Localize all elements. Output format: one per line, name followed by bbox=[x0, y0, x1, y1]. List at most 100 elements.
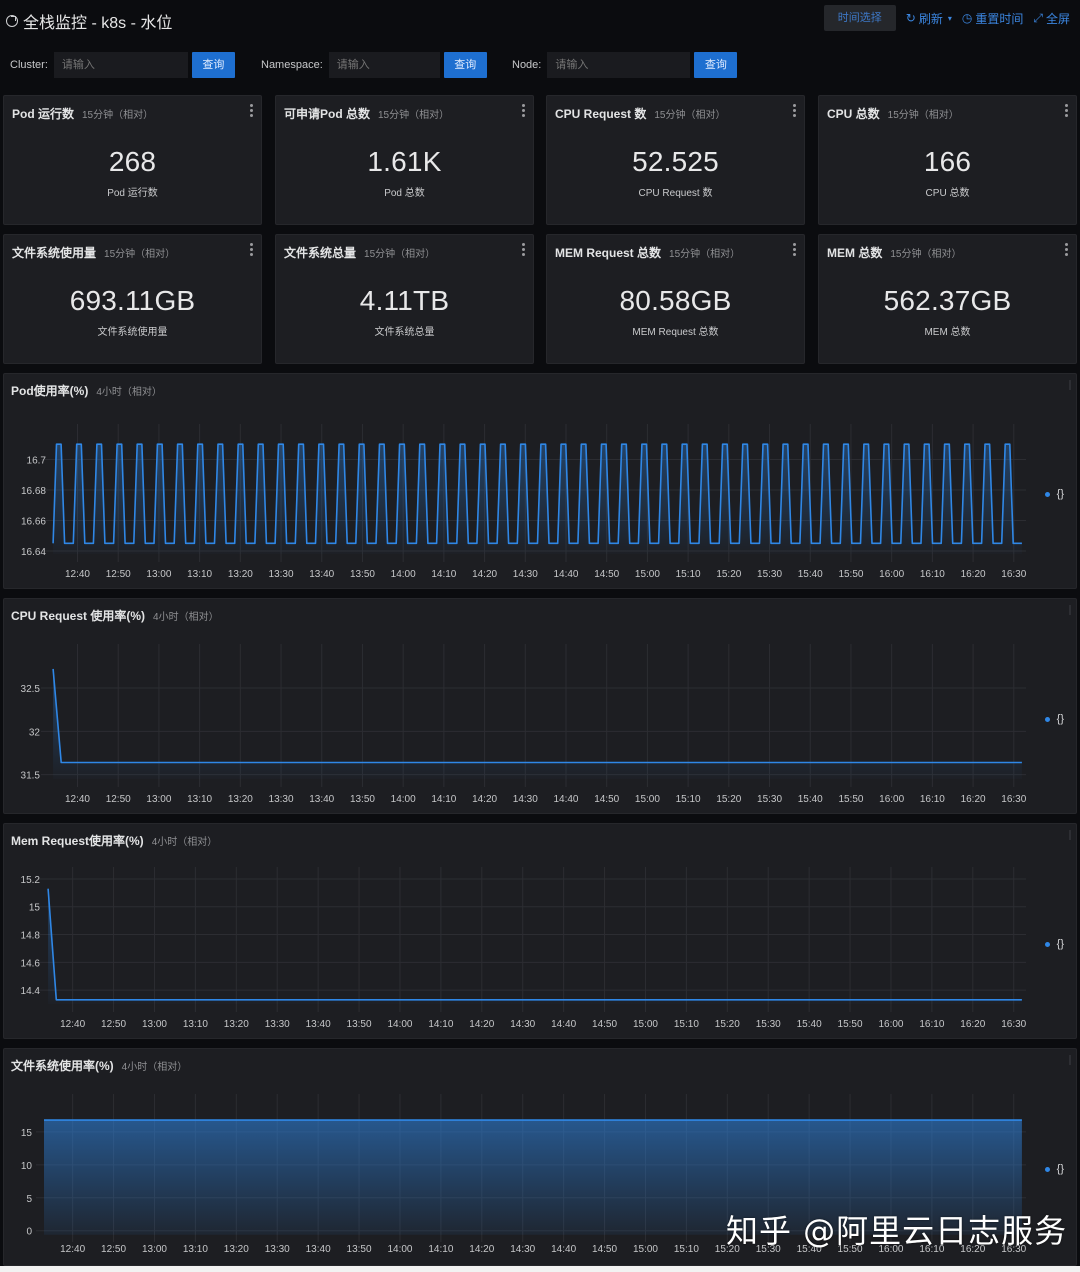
x-tick-label: 14:00 bbox=[387, 1019, 412, 1030]
x-tick-label: 15:20 bbox=[716, 794, 741, 805]
legend-item[interactable]: {} bbox=[1044, 938, 1064, 950]
x-tick-label: 13:50 bbox=[350, 569, 375, 580]
x-tick-label: 14:40 bbox=[553, 569, 578, 580]
bottom-strip bbox=[0, 1266, 1080, 1272]
legend-dot-icon bbox=[1044, 491, 1050, 497]
top-bar: 全栈监控 - k8s - 水位 时间选择 ↻ 刷新 ▾ ◷ 重置时间 ⤢ 全屏 bbox=[0, 0, 1080, 38]
cluster-query-button[interactable]: 查询 bbox=[191, 52, 235, 78]
x-tick-label: 14:00 bbox=[391, 794, 416, 805]
x-tick-label: 13:20 bbox=[224, 1244, 249, 1255]
x-tick-label: 12:40 bbox=[65, 794, 90, 805]
x-tick-label: 16:20 bbox=[961, 794, 986, 805]
filter-namespace: Namespace: 查询 bbox=[261, 52, 487, 78]
x-tick-label: 15:40 bbox=[797, 1244, 822, 1255]
x-tick-label: 13:20 bbox=[228, 794, 253, 805]
panel-title: Pod使用率(%) bbox=[11, 384, 89, 398]
panel-menu-icon[interactable] bbox=[1069, 830, 1071, 840]
y-tick-label: 14.6 bbox=[21, 958, 41, 969]
x-tick-label: 15:50 bbox=[838, 569, 863, 580]
more-vertical-icon[interactable] bbox=[522, 104, 525, 117]
x-tick-label: 15:50 bbox=[838, 794, 863, 805]
x-tick-label: 12:40 bbox=[60, 1244, 85, 1255]
stat-card: MEM Request 总数 15分钟（相对） 80.58GB MEM Request… bbox=[546, 234, 805, 364]
x-tick-label: 13:10 bbox=[183, 1019, 208, 1030]
stat-label: Pod 运行数 bbox=[107, 188, 158, 199]
namespace-input[interactable] bbox=[328, 52, 440, 78]
x-tick-label: 15:50 bbox=[838, 1019, 863, 1030]
y-tick-label: 0 bbox=[26, 1227, 32, 1238]
x-tick-label: 13:20 bbox=[228, 569, 253, 580]
x-tick-label: 14:20 bbox=[469, 1019, 494, 1030]
namespace-query-button[interactable]: 查询 bbox=[443, 52, 487, 78]
fullscreen-button[interactable]: ⤢ 全屏 bbox=[1033, 10, 1070, 27]
panel-menu-icon[interactable] bbox=[1069, 605, 1071, 615]
more-vertical-icon[interactable] bbox=[250, 243, 253, 256]
x-tick-label: 13:10 bbox=[187, 569, 212, 580]
legend-item[interactable]: {} bbox=[1044, 1163, 1064, 1175]
node-input[interactable] bbox=[547, 52, 691, 78]
stat-card: Pod 运行数 15分钟（相对） 268 Pod 运行数 bbox=[3, 95, 262, 225]
panel-title: 文件系统使用率(%) bbox=[11, 1059, 114, 1073]
stat-value: 268 bbox=[108, 146, 157, 177]
y-tick-label: 15 bbox=[29, 903, 41, 914]
stat-label: 文件系统总量 bbox=[374, 327, 435, 338]
stat-value: 4.11TB bbox=[359, 285, 450, 316]
x-tick-label: 15:10 bbox=[674, 1244, 699, 1255]
x-tick-label: 13:30 bbox=[265, 1019, 290, 1030]
stat-label: 文件系统使用量 bbox=[97, 327, 168, 338]
more-vertical-icon[interactable] bbox=[522, 243, 525, 256]
legend-dot-icon bbox=[1044, 716, 1050, 722]
x-tick-label: 15:00 bbox=[635, 569, 660, 580]
stat-title: MEM 总数 bbox=[827, 246, 883, 260]
x-tick-label: 15:10 bbox=[674, 1019, 699, 1030]
x-tick-label: 13:20 bbox=[224, 1019, 249, 1030]
stat-range: 15分钟（相对） bbox=[890, 249, 962, 260]
cluster-input[interactable] bbox=[53, 52, 188, 78]
stat-value: 166 bbox=[923, 146, 972, 177]
x-tick-label: 14:30 bbox=[513, 569, 538, 580]
node-query-button[interactable]: 查询 bbox=[694, 52, 738, 78]
panel-menu-icon[interactable] bbox=[1069, 380, 1071, 390]
time-select-button[interactable]: 时间选择 bbox=[823, 5, 896, 31]
y-tick-label: 5 bbox=[26, 1194, 32, 1205]
more-vertical-icon[interactable] bbox=[793, 243, 796, 256]
y-tick-label: 15 bbox=[21, 1128, 33, 1139]
x-tick-label: 14:50 bbox=[592, 1244, 617, 1255]
x-tick-label: 13:50 bbox=[350, 794, 375, 805]
x-tick-label: 16:30 bbox=[1001, 1019, 1026, 1030]
more-vertical-icon[interactable] bbox=[1065, 104, 1068, 117]
stat-value: 80.58GB bbox=[619, 285, 732, 316]
x-tick-label: 16:10 bbox=[920, 794, 945, 805]
series-area bbox=[53, 444, 1022, 554]
x-tick-label: 14:30 bbox=[510, 1019, 535, 1030]
x-tick-label: 15:30 bbox=[757, 569, 782, 580]
stat-label: MEM Request 总数 bbox=[632, 327, 719, 338]
dashboard-clock-icon bbox=[6, 15, 18, 27]
more-vertical-icon[interactable] bbox=[1065, 243, 1068, 256]
reset-time-button[interactable]: ◷ 重置时间 bbox=[962, 10, 1024, 27]
stat-title: 文件系统使用量 bbox=[12, 246, 97, 260]
more-vertical-icon[interactable] bbox=[250, 104, 253, 117]
stat-range: 15分钟（相对） bbox=[669, 249, 741, 260]
x-tick-label: 13:30 bbox=[265, 1244, 290, 1255]
filter-bar: Cluster: 查询 Namespace: 查询 Node: 查询 bbox=[0, 52, 1080, 78]
legend-item[interactable]: {} bbox=[1044, 488, 1064, 500]
x-tick-label: 15:20 bbox=[716, 569, 741, 580]
y-tick-label: 15.2 bbox=[21, 875, 41, 886]
panel-range: 4小时（相对） bbox=[96, 387, 162, 398]
stat-title: 可申请Pod 总数 bbox=[284, 107, 370, 121]
legend-item[interactable]: {} bbox=[1044, 713, 1064, 725]
more-vertical-icon[interactable] bbox=[793, 104, 796, 117]
x-tick-label: 16:20 bbox=[960, 1019, 985, 1030]
reset-time-label: 重置时间 bbox=[975, 11, 1024, 26]
x-tick-label: 12:40 bbox=[60, 1019, 85, 1030]
stat-range: 15分钟（相对） bbox=[887, 110, 959, 121]
stat-title: MEM Request 总数 bbox=[555, 246, 662, 260]
panel-menu-icon[interactable] bbox=[1069, 1055, 1071, 1065]
x-tick-label: 15:00 bbox=[635, 794, 660, 805]
series-area bbox=[48, 888, 1022, 1004]
x-tick-label: 13:00 bbox=[142, 1244, 167, 1255]
x-tick-label: 13:40 bbox=[309, 794, 334, 805]
y-tick-label: 16.68 bbox=[21, 486, 46, 497]
refresh-button[interactable]: ↻ 刷新 ▾ bbox=[906, 10, 952, 27]
